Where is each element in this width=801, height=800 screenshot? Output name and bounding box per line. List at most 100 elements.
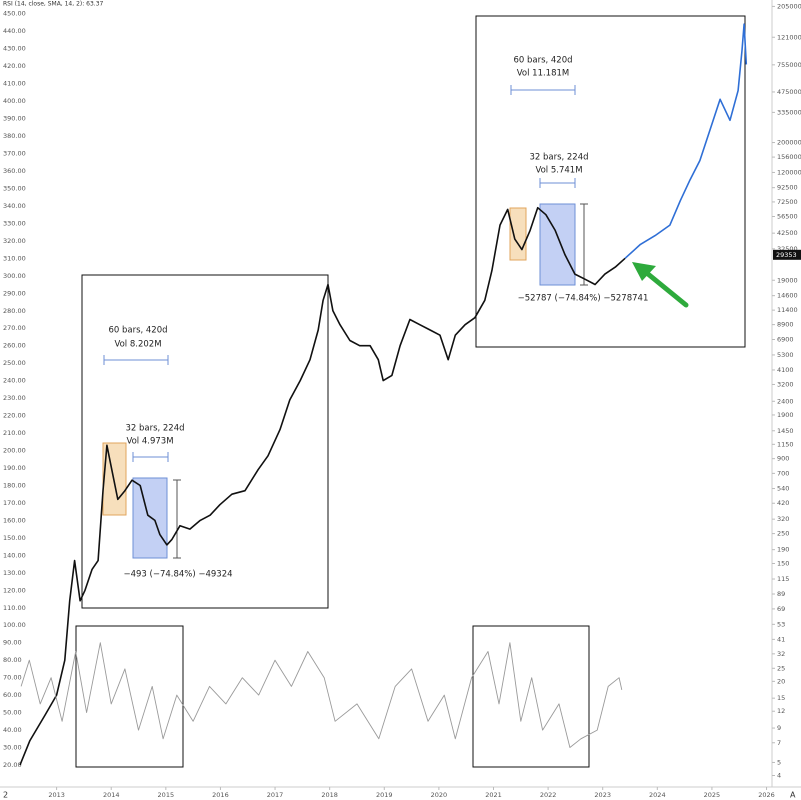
x-tick-label: 2020 xyxy=(431,791,448,799)
y2-tick-label: 1150 xyxy=(777,440,794,448)
y2-tick-label: 320 xyxy=(777,515,789,523)
y-tick-label: 320.00 xyxy=(3,237,26,245)
y-tick-label: 60.00 xyxy=(3,691,22,699)
annotation: −52787 (−74.84%) −5278741 xyxy=(518,294,649,304)
y-tick-label: 160.00 xyxy=(3,516,26,524)
y2-tick-label: 25 xyxy=(777,664,785,672)
x-tick-label: 2016 xyxy=(212,791,229,799)
arrow xyxy=(632,262,689,308)
annotation: Vol 4.973M xyxy=(126,437,173,447)
y-tick-label: 30.00 xyxy=(3,744,22,752)
y2-tick-label: 2400 xyxy=(777,397,794,405)
y2-tick-label: 5 xyxy=(777,758,781,766)
y2-tick-label: 250 xyxy=(777,530,789,538)
y2-tick-label: 72500 xyxy=(777,198,798,206)
y2-tick-label: 32500 xyxy=(777,245,798,253)
y-tick-label: 40.00 xyxy=(3,726,22,734)
y2-tick-label: 335000 xyxy=(777,108,801,116)
annotation: Vol 8.202M xyxy=(114,340,161,350)
y2-tick-label: 200000 xyxy=(777,139,801,147)
auto-button[interactable]: A xyxy=(790,791,796,800)
y-tick-label: 430.00 xyxy=(3,45,26,53)
y2-tick-label: 6900 xyxy=(777,336,794,344)
y-tick-label: 170.00 xyxy=(3,499,26,507)
y-tick-label: 370.00 xyxy=(3,150,26,158)
y2-tick-label: 755000 xyxy=(777,61,801,69)
annotation: 32 bars, 224d xyxy=(125,424,184,434)
x-tick-label: 2024 xyxy=(649,791,666,799)
y2-tick-label: 20 xyxy=(777,677,785,685)
y2-tick-label: 150 xyxy=(777,559,789,567)
y-tick-label: 290.00 xyxy=(3,289,26,297)
y2-tick-label: 3200 xyxy=(777,380,794,388)
y2-tick-label: 7 xyxy=(777,739,781,747)
y2-tick-label: 32 xyxy=(777,650,785,658)
y2-tick-label: 11400 xyxy=(777,306,798,314)
y2-tick-label: 156000 xyxy=(777,153,801,161)
y2-tick-label: 475000 xyxy=(777,88,801,96)
y-tick-label: 270.00 xyxy=(3,324,26,332)
y-tick-label: 130.00 xyxy=(3,569,26,577)
annotation: Vol 5.741M xyxy=(535,166,582,176)
y-tick-label: 420.00 xyxy=(3,62,26,70)
y-tick-label: 450.00 xyxy=(3,10,26,18)
y2-tick-label: 9 xyxy=(777,724,781,732)
y2-tick-label: 1900 xyxy=(777,411,794,419)
annotation: −493 (−74.84%) −49324 xyxy=(123,570,232,580)
y-tick-label: 310.00 xyxy=(3,254,26,262)
y2-tick-label: 1450 xyxy=(777,427,794,435)
corner-label: 2 xyxy=(3,791,8,800)
x-tick-label: 2026 xyxy=(758,791,775,799)
y2-tick-label: 15 xyxy=(777,694,785,702)
measure-lines xyxy=(103,85,588,559)
annotation: 60 bars, 420d xyxy=(108,326,167,336)
y-tick-label: 190.00 xyxy=(3,464,26,472)
y2-tick-label: 2050000 xyxy=(777,2,801,10)
x-tick-label: 2018 xyxy=(321,791,338,799)
annotation: Vol 11.181M xyxy=(517,69,570,79)
y-tick-label: 140.00 xyxy=(3,551,26,559)
y-tick-label: 180.00 xyxy=(3,481,26,489)
x-tick-label: 2013 xyxy=(48,791,65,799)
y2-tick-label: 92500 xyxy=(777,184,798,192)
y-tick-label: 380.00 xyxy=(3,132,26,140)
series-line xyxy=(19,206,626,766)
range-box xyxy=(81,274,329,609)
y2-tick-label: 41 xyxy=(777,635,785,643)
y2-tick-label: 190 xyxy=(777,546,789,554)
y2-tick-label: 4 xyxy=(777,772,781,780)
y-tick-label: 100.00 xyxy=(3,621,26,629)
y-tick-label: 340.00 xyxy=(3,202,26,210)
y2-tick-label: 12 xyxy=(777,707,785,715)
orange-zone xyxy=(509,207,527,261)
price-label-bg xyxy=(773,249,801,260)
y2-tick-label: 19000 xyxy=(777,276,798,284)
range-box xyxy=(475,15,746,348)
rsi-box xyxy=(75,625,184,768)
y2-tick-label: 900 xyxy=(777,455,789,463)
y-tick-label: 400.00 xyxy=(3,97,26,105)
y-tick-label: 210.00 xyxy=(3,429,26,437)
y2-tick-label: 4100 xyxy=(777,366,794,374)
x-tick-label: 2023 xyxy=(594,791,611,799)
x-tick-label: 2022 xyxy=(540,791,557,799)
y-tick-label: 50.00 xyxy=(3,709,22,717)
y-tick-label: 200.00 xyxy=(3,447,26,455)
x-tick-label: 2014 xyxy=(103,791,120,799)
x-tick-label: 2017 xyxy=(267,791,284,799)
y2-tick-label: 69 xyxy=(777,605,785,613)
y-tick-label: 230.00 xyxy=(3,394,26,402)
y2-tick-label: 115 xyxy=(777,575,789,583)
y2-tick-label: 8900 xyxy=(777,321,794,329)
x-tick-label: 2021 xyxy=(485,791,502,799)
y-tick-label: 280.00 xyxy=(3,307,26,315)
y2-tick-label: 56500 xyxy=(777,213,798,221)
y-tick-label: 260.00 xyxy=(3,342,26,350)
y-tick-label: 110.00 xyxy=(3,604,26,612)
y-tick-label: 300.00 xyxy=(3,272,26,280)
y-tick-label: 120.00 xyxy=(3,586,26,594)
y-tick-label: 250.00 xyxy=(3,359,26,367)
y2-tick-label: 700 xyxy=(777,469,789,477)
y-tick-label: 350.00 xyxy=(3,184,26,192)
y-tick-label: 360.00 xyxy=(3,167,26,175)
